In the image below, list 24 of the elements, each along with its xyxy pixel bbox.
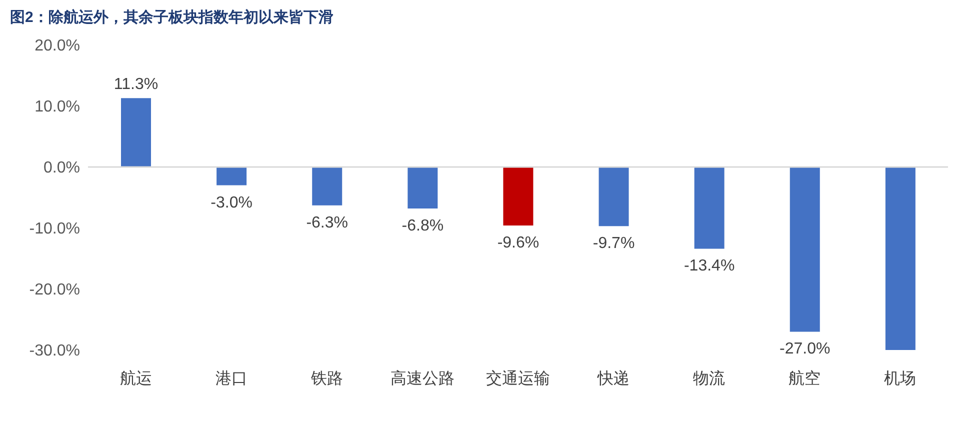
y-tick-label: -20.0% bbox=[29, 282, 80, 299]
data-label: -6.8% bbox=[402, 217, 444, 234]
x-tick-label: 高速公路 bbox=[390, 369, 454, 388]
chart-title: 图2：除航运外，其余子板块指数年初以来皆下滑 bbox=[10, 8, 334, 27]
y-tick-label: 20.0% bbox=[34, 38, 80, 55]
data-label: -9.6% bbox=[497, 234, 540, 252]
data-label: -6.3% bbox=[306, 214, 348, 232]
x-tick-label: 港口 bbox=[215, 369, 248, 388]
x-tick-label: 交通运输 bbox=[486, 369, 550, 388]
x-tick-label: 航运 bbox=[120, 369, 152, 388]
x-tick-label: 机场 bbox=[884, 369, 916, 388]
x-tick-label: 物流 bbox=[693, 369, 726, 388]
data-label: -3.0% bbox=[210, 194, 252, 212]
x-tick-label: 航空 bbox=[788, 369, 821, 388]
y-tick-label: 10.0% bbox=[34, 98, 80, 116]
x-tick-label: 铁路 bbox=[310, 370, 343, 388]
data-label: -27.0% bbox=[780, 340, 830, 358]
y-tick-label: -10.0% bbox=[29, 220, 80, 238]
y-tick-label: 0.0% bbox=[44, 160, 80, 177]
data-label: -9.7% bbox=[592, 235, 635, 252]
x-tick-label: 快递 bbox=[596, 369, 630, 388]
data-label: -13.4% bbox=[684, 258, 735, 275]
data-label: 11.3% bbox=[114, 76, 158, 94]
y-tick-label: -30.0% bbox=[29, 342, 80, 360]
